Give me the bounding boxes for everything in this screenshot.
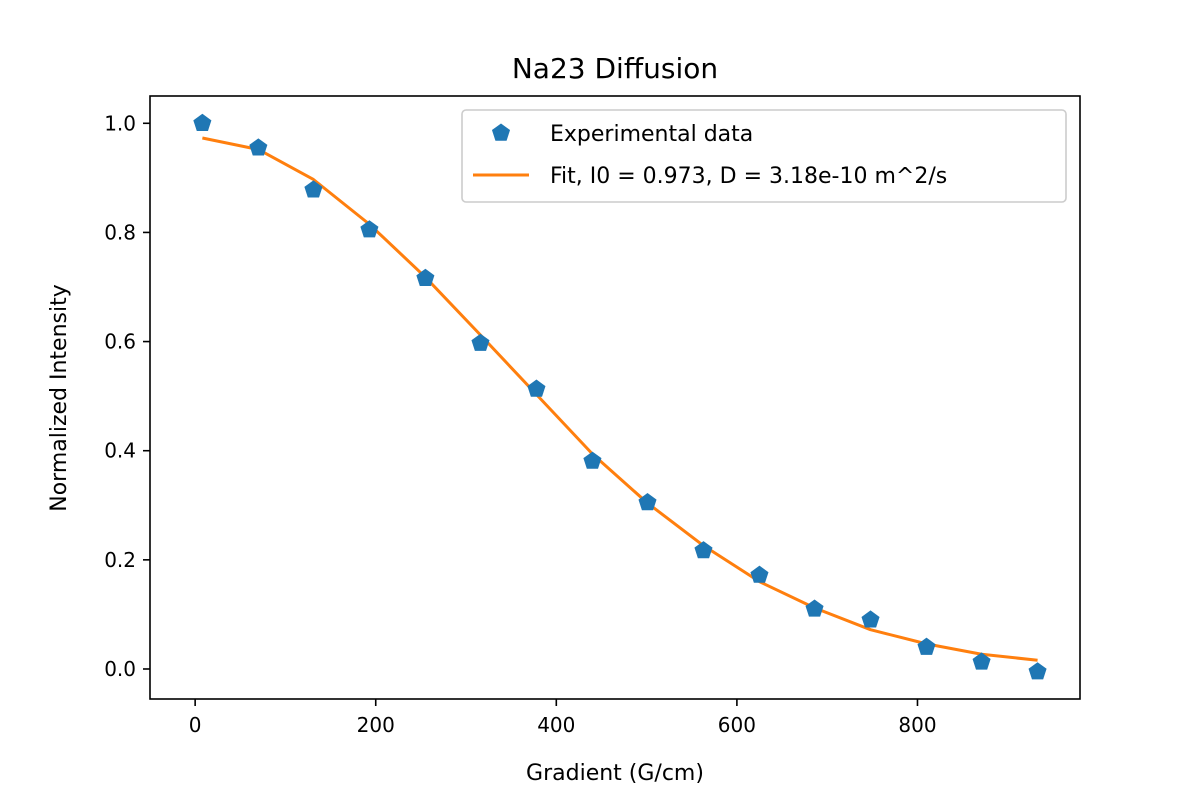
legend-marker-pentagon (491, 123, 511, 141)
y-tick-label: 0.6 (104, 330, 136, 354)
data-point (917, 637, 936, 655)
data-point (638, 493, 657, 511)
data-point (805, 599, 824, 617)
x-axis-label: Gradient (G/cm) (526, 761, 704, 786)
data-point (1028, 662, 1047, 680)
y-tick-label: 0.0 (104, 657, 136, 681)
y-tick-label: 1.0 (104, 111, 136, 135)
legend-box (461, 109, 1067, 203)
y-tick-label: 0.2 (104, 548, 136, 572)
data-point (360, 220, 379, 238)
x-tick-label: 600 (718, 713, 756, 737)
x-tick-label: 200 (357, 713, 395, 737)
x-tick-label: 0 (189, 713, 202, 737)
y-tick-label: 0.4 (104, 439, 136, 463)
x-tick-label: 400 (537, 713, 575, 737)
legend-label-fit: Fit, I0 = 0.973, D = 3.18e-10 m^2/s (550, 164, 947, 189)
legend-label-experimental-data: Experimental data (550, 122, 753, 147)
chart-title: Na23 Diffusion (512, 52, 718, 85)
data-point (304, 180, 323, 198)
legend-entry-experimental-data (491, 123, 511, 141)
legend: Experimental data Fit, I0 = 0.973, D = 3… (461, 109, 1067, 203)
data-point (750, 565, 769, 583)
data-point (193, 113, 212, 131)
data-point (694, 541, 713, 559)
x-axis-ticks: 0 200 400 600 800 (189, 699, 937, 737)
fit-line (202, 136, 1038, 662)
data-point (861, 610, 880, 628)
axes-frame (149, 95, 1081, 700)
y-axis-label: Normalized Intensity (47, 284, 72, 512)
data-point (471, 333, 490, 351)
y-axis-ticks: 0.0 0.2 0.4 0.6 0.8 1.0 (104, 111, 150, 681)
data-point (972, 652, 991, 670)
data-point (583, 451, 602, 469)
plot-area (193, 113, 1047, 680)
y-tick-label: 0.8 (104, 220, 136, 244)
data-point (249, 138, 268, 156)
x-tick-label: 800 (898, 713, 936, 737)
data-point (527, 379, 546, 397)
data-point (416, 268, 435, 286)
